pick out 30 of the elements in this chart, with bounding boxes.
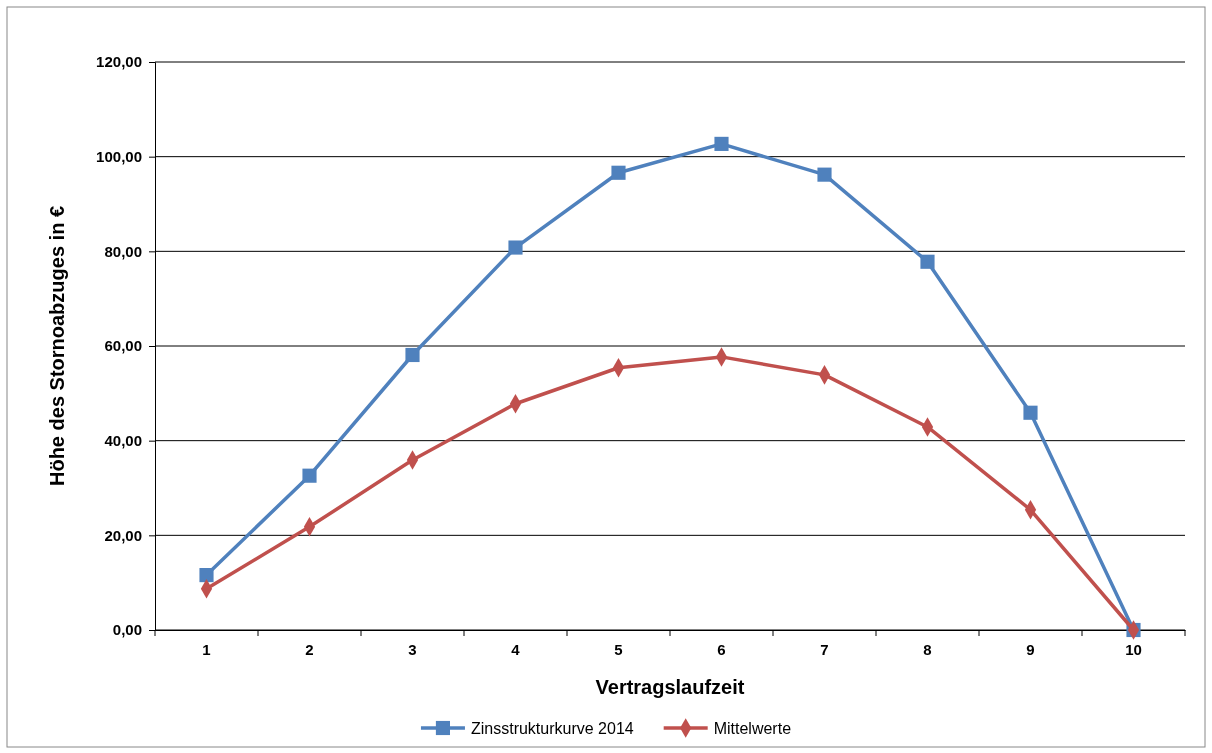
y-tick-label: 120,00 bbox=[96, 53, 142, 71]
x-tick-label: 1 bbox=[202, 641, 211, 658]
x-tick-label: 7 bbox=[820, 641, 829, 658]
point bbox=[1023, 405, 1038, 420]
legend-label: Zinsstrukturkurve 2014 bbox=[470, 720, 634, 737]
y-axis-title: Höhe des Stornoabzuges in € bbox=[46, 205, 68, 487]
y-tick-label: 60,00 bbox=[104, 337, 142, 355]
x-axis-title: Vertragslaufzeit bbox=[595, 676, 745, 698]
legend-label: Mittelwerte bbox=[713, 720, 792, 737]
x-tick-label: 10 bbox=[1125, 641, 1142, 658]
x-tick-label: 8 bbox=[923, 641, 932, 658]
point bbox=[817, 167, 832, 182]
x-tick-label: 5 bbox=[614, 641, 623, 658]
point bbox=[508, 240, 523, 255]
y-tick-label: 80,00 bbox=[104, 242, 142, 260]
y-tick-label: 40,00 bbox=[104, 431, 142, 449]
point bbox=[611, 165, 626, 180]
point bbox=[920, 254, 935, 269]
x-tick-label: 4 bbox=[511, 641, 521, 658]
y-tick-label: 20,00 bbox=[104, 526, 142, 544]
x-tick-label: 6 bbox=[717, 641, 726, 658]
point bbox=[405, 347, 420, 363]
y-tick-label: 0,00 bbox=[112, 621, 142, 639]
point bbox=[302, 468, 317, 483]
x-tick-label: 9 bbox=[1026, 641, 1035, 658]
point bbox=[199, 568, 214, 583]
x-tick-label: 2 bbox=[305, 641, 314, 658]
x-tick-label: 3 bbox=[408, 641, 417, 658]
y-tick-label: 100,00 bbox=[96, 147, 142, 165]
point bbox=[714, 136, 729, 151]
